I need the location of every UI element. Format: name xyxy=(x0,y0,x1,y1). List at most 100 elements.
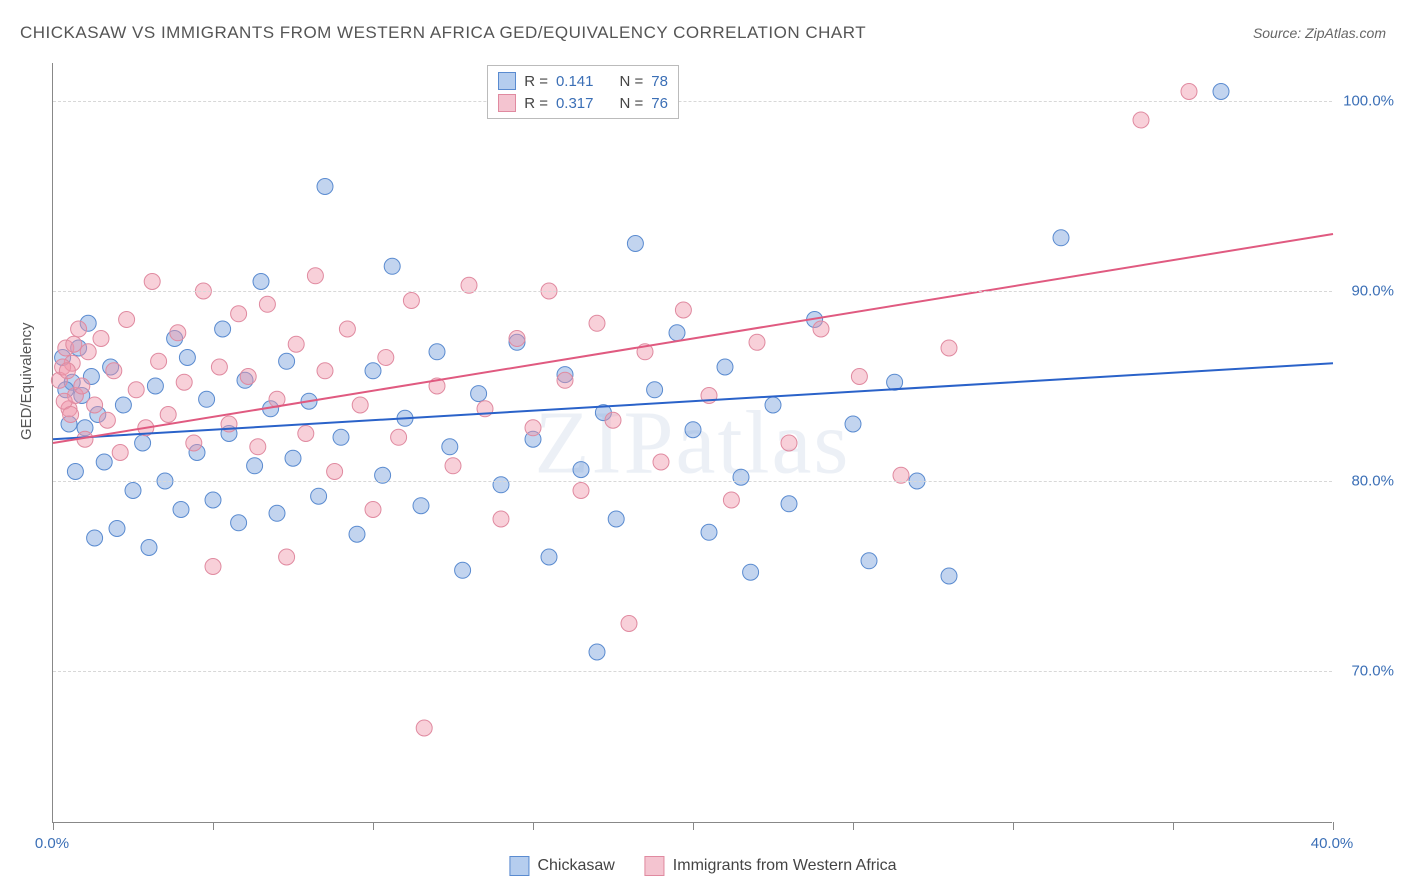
gridline xyxy=(53,481,1332,482)
data-point xyxy=(71,321,87,337)
data-point xyxy=(317,179,333,195)
data-point xyxy=(112,445,128,461)
stats-swatch xyxy=(498,72,516,90)
y-axis-title: GED/Equivalency xyxy=(18,322,35,440)
data-point xyxy=(653,454,669,470)
x-tick xyxy=(853,822,854,830)
data-point xyxy=(231,515,247,531)
data-point xyxy=(851,369,867,385)
data-point xyxy=(144,274,160,290)
data-point xyxy=(179,350,195,366)
data-point xyxy=(349,526,365,542)
data-point xyxy=(67,464,83,480)
data-point xyxy=(541,549,557,565)
data-point xyxy=(317,363,333,379)
trend-line xyxy=(53,234,1333,443)
data-point xyxy=(573,483,589,499)
chart-header: CHICKASAW VS IMMIGRANTS FROM WESTERN AFR… xyxy=(20,18,1386,48)
data-point xyxy=(279,353,295,369)
data-point xyxy=(176,374,192,390)
data-point xyxy=(240,369,256,385)
data-point xyxy=(59,363,75,379)
legend-label-b: Immigrants from Western Africa xyxy=(673,857,897,875)
chart-svg xyxy=(53,63,1332,822)
data-point xyxy=(493,477,509,493)
data-point xyxy=(445,458,461,474)
data-point xyxy=(253,274,269,290)
data-point xyxy=(627,236,643,252)
data-point xyxy=(413,498,429,514)
data-point xyxy=(365,363,381,379)
data-point xyxy=(781,435,797,451)
data-point xyxy=(352,397,368,413)
data-point xyxy=(647,382,663,398)
data-point xyxy=(99,412,115,428)
data-point xyxy=(151,353,167,369)
r-value: 0.317 xyxy=(556,95,594,112)
x-label-right: 40.0% xyxy=(1311,835,1354,852)
data-point xyxy=(339,321,355,337)
data-point xyxy=(93,331,109,347)
data-point xyxy=(845,416,861,432)
stats-row: R =0.317N =76 xyxy=(498,92,668,114)
data-point xyxy=(211,359,227,375)
data-point xyxy=(573,462,589,478)
data-point xyxy=(125,483,141,499)
data-point xyxy=(285,450,301,466)
x-tick xyxy=(533,822,534,830)
data-point xyxy=(80,344,96,360)
data-point xyxy=(327,464,343,480)
data-point xyxy=(685,422,701,438)
y-tick-label: 70.0% xyxy=(1339,663,1394,680)
data-point xyxy=(205,492,221,508)
data-point xyxy=(749,334,765,350)
data-point xyxy=(941,340,957,356)
data-point xyxy=(525,420,541,436)
data-point xyxy=(455,562,471,578)
y-tick-label: 100.0% xyxy=(1339,93,1394,110)
data-point xyxy=(109,521,125,537)
x-tick xyxy=(693,822,694,830)
data-point xyxy=(288,336,304,352)
data-point xyxy=(493,511,509,527)
n-label: N = xyxy=(620,95,644,112)
data-point xyxy=(429,344,445,360)
data-point xyxy=(701,524,717,540)
n-value: 76 xyxy=(651,95,668,112)
data-point xyxy=(250,439,266,455)
data-point xyxy=(416,720,432,736)
data-point xyxy=(87,530,103,546)
data-point xyxy=(215,321,231,337)
stats-legend: R =0.141N =78R =0.317N =76 xyxy=(487,65,679,119)
data-point xyxy=(384,258,400,274)
data-point xyxy=(723,492,739,508)
data-point xyxy=(733,469,749,485)
data-point xyxy=(557,372,573,388)
y-tick-label: 90.0% xyxy=(1339,283,1394,300)
data-point xyxy=(96,454,112,470)
data-point xyxy=(442,439,458,455)
data-point xyxy=(170,325,186,341)
x-tick xyxy=(1013,822,1014,830)
data-point xyxy=(231,306,247,322)
data-point xyxy=(887,374,903,390)
r-label: R = xyxy=(524,73,548,90)
data-point xyxy=(365,502,381,518)
data-point xyxy=(333,429,349,445)
data-point xyxy=(63,407,79,423)
data-point xyxy=(160,407,176,423)
bottom-legend: Chickasaw Immigrants from Western Africa xyxy=(509,854,896,878)
data-point xyxy=(307,268,323,284)
data-point xyxy=(669,325,685,341)
gridline xyxy=(53,671,1332,672)
data-point xyxy=(403,293,419,309)
data-point xyxy=(621,616,637,632)
data-point xyxy=(781,496,797,512)
legend-label-a: Chickasaw xyxy=(537,857,614,875)
data-point xyxy=(298,426,314,442)
legend-item-b: Immigrants from Western Africa xyxy=(645,854,897,878)
x-tick xyxy=(53,822,54,830)
legend-swatch-b xyxy=(645,856,665,876)
data-point xyxy=(1133,112,1149,128)
data-point xyxy=(311,488,327,504)
